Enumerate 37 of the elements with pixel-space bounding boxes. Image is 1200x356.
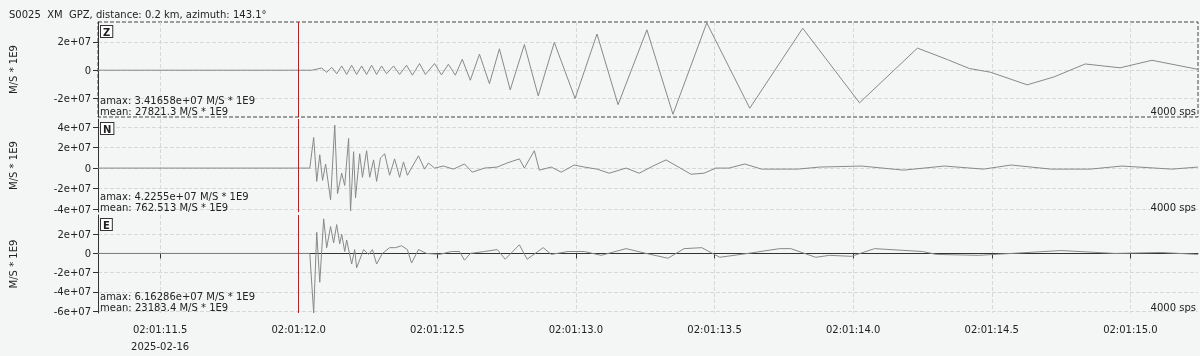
y-axis-title: M/S * 1E9 <box>7 239 19 289</box>
x-tick-label: 02:01:14.5 <box>964 324 1019 335</box>
y-tick-label: -2e+07 <box>53 267 91 279</box>
annotation: 4000 sps <box>1150 301 1197 313</box>
annotation: amax: 6.16286e+07 M/S * 1E9 <box>100 290 255 302</box>
annotation: mean: 27821.3 M/S * 1E9 <box>100 105 229 117</box>
y-tick-label: -2e+07 <box>53 183 91 195</box>
y-tick-label: -4e+07 <box>53 286 91 298</box>
y-tick-label: 0 <box>84 64 91 76</box>
y-tick-label: 2e+07 <box>57 36 91 48</box>
y-tick-label: -4e+07 <box>53 203 91 215</box>
x-tick-label: 02:01:13.0 <box>548 324 604 335</box>
y-tick-label: -6e+07 <box>53 305 91 317</box>
annotation: 4000 sps <box>1150 105 1197 117</box>
annotation: amax: 4.2255e+07 M/S * 1E9 <box>100 190 249 202</box>
annotation: E <box>103 219 110 231</box>
x-tick-label: 02:01:11.5 2025-02-16 <box>131 324 190 352</box>
x-tick-label: 02:01:12.5 <box>410 324 465 335</box>
x-tick-label: 02:01:14.0 <box>825 324 881 335</box>
annotation: mean: 762.513 M/S * 1E9 <box>100 201 229 213</box>
annotation: 4000 sps <box>1150 201 1197 213</box>
chart-title: S0025 XM GPZ, distance: 0.2 km, azimuth: 143.1° <box>9 8 267 20</box>
annotation: mean: 23183.4 M/S * 1E9 <box>100 301 229 313</box>
y-axis-title: M/S * 1E9 <box>7 141 19 190</box>
x-tick-label: 02:01:15.0 <box>1103 324 1158 335</box>
y-axis-title: M/S * 1E9 <box>7 45 19 94</box>
y-tick-label: 4e+07 <box>57 121 91 133</box>
y-tick-label: 2e+07 <box>57 142 91 154</box>
annotation: Z <box>103 26 111 38</box>
y-tick-label: 0 <box>84 162 91 174</box>
y-tick-label: 2e+07 <box>57 228 91 240</box>
y-tick-label: 0 <box>84 247 91 259</box>
y-tick-label: -2e+07 <box>53 93 91 105</box>
annotation: N <box>103 123 112 135</box>
x-tick-label: 02:01:13.5 <box>687 324 742 335</box>
annotation: amax: 3.41658e+07 M/S * 1E9 <box>100 94 255 106</box>
x-tick-label: 02:01:12.0 <box>271 324 326 335</box>
